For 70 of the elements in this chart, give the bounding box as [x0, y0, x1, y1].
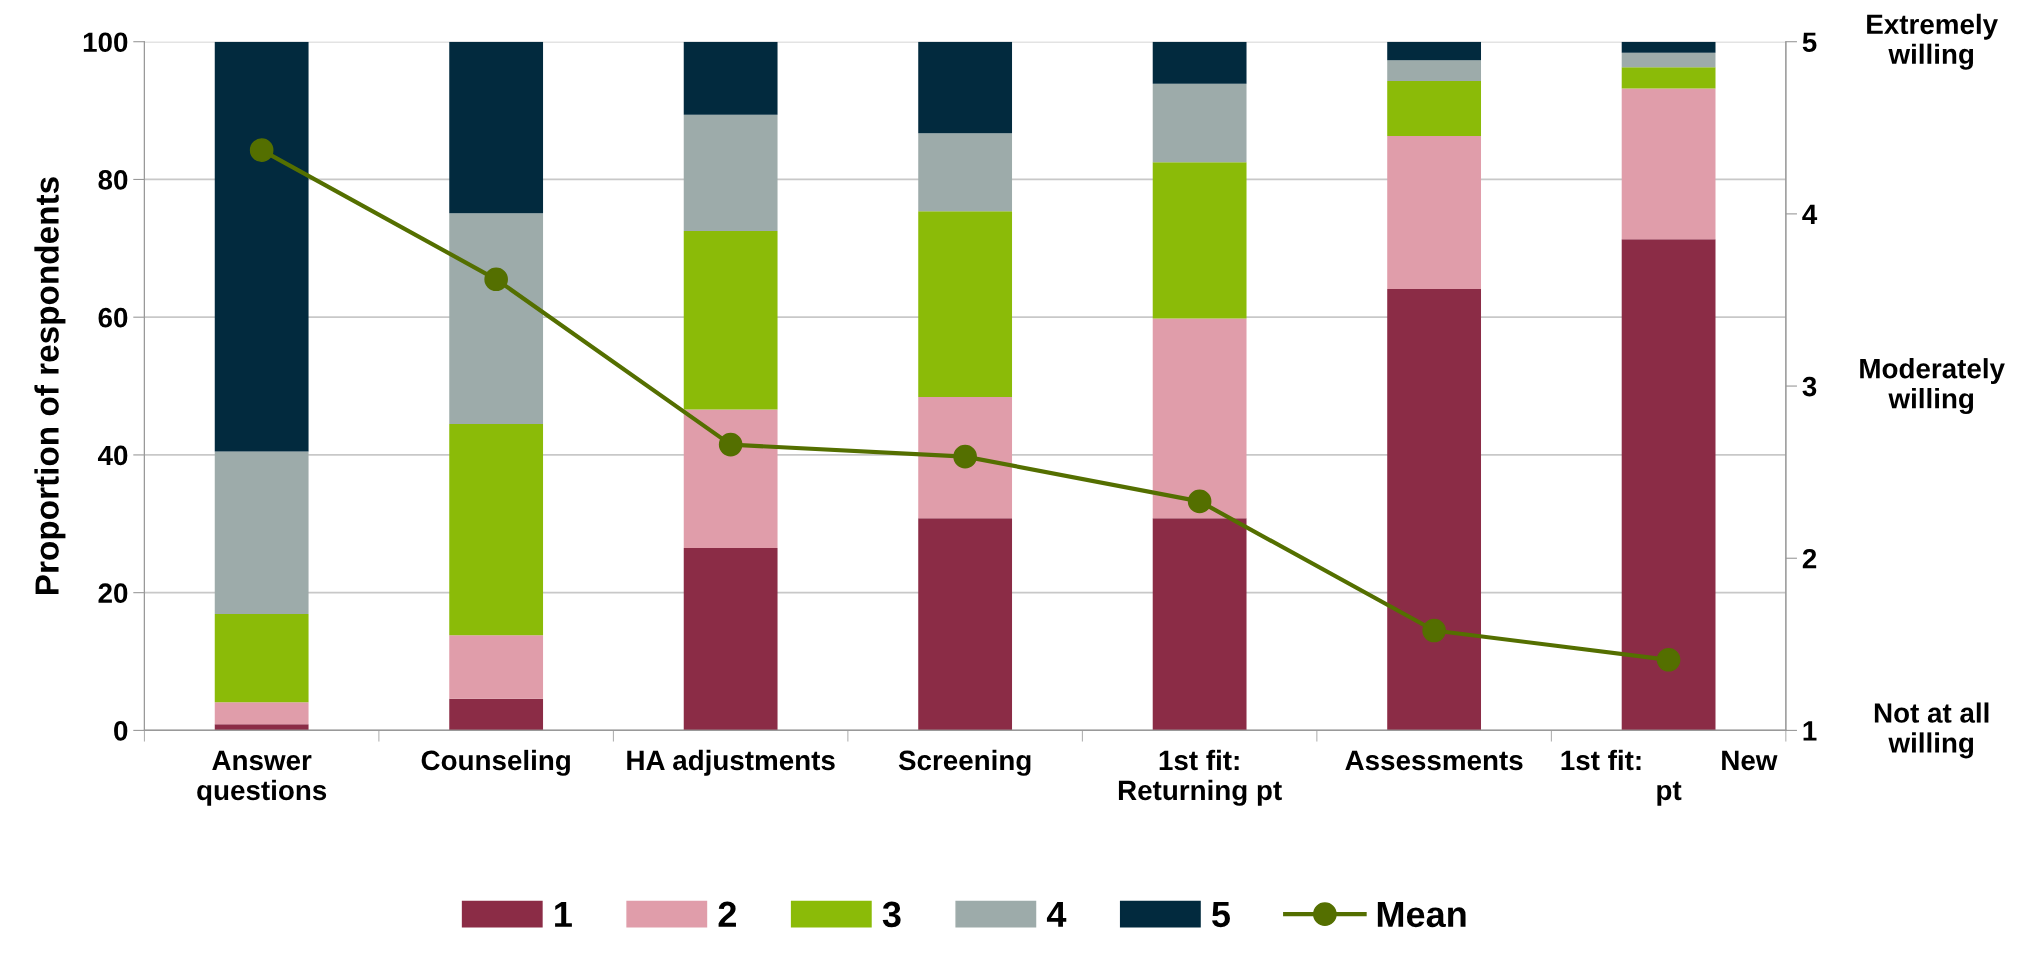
bar — [1152, 83, 1247, 163]
x-tick-label: HA adjustments — [627, 749, 835, 776]
y-tick-label: 40 — [97, 445, 128, 466]
y2-tick-label: 3 — [1802, 376, 1817, 397]
point — [484, 267, 508, 292]
legend-label: Mean — [1377, 901, 1466, 928]
bar — [1152, 162, 1247, 319]
bar — [449, 213, 544, 424]
bar — [449, 635, 544, 699]
x-tick-label: 1st fit: Returning pt — [1118, 749, 1282, 806]
point — [249, 138, 274, 162]
x-tick-label: Assessments — [1345, 750, 1523, 771]
bar — [683, 409, 778, 548]
bar — [1387, 60, 1482, 81]
bar — [449, 41, 544, 214]
text: Moderately willing — [1860, 358, 2005, 415]
legend-label: 2 — [718, 901, 736, 927]
bar — [1152, 518, 1247, 731]
point — [1656, 648, 1681, 672]
point — [718, 432, 743, 457]
bar — [1387, 41, 1482, 61]
bar — [918, 133, 1013, 212]
bar — [683, 41, 778, 115]
bar — [449, 698, 544, 731]
bar — [214, 702, 309, 725]
legend-label: 5 — [1212, 901, 1230, 928]
bar — [1152, 41, 1247, 84]
bar — [449, 423, 544, 636]
bar — [214, 41, 309, 452]
y-tick-label: 20 — [98, 583, 128, 604]
legend-label: 3 — [882, 901, 901, 928]
bar — [1621, 239, 1716, 731]
bar — [918, 397, 1013, 519]
y2-tick-label: 1 — [1803, 721, 1817, 741]
x-tick-label: Answer questions — [197, 750, 327, 806]
text: Extremely willing — [1867, 13, 1998, 70]
bar — [1621, 52, 1716, 68]
bar — [1152, 318, 1247, 519]
legend-label: 4 — [1046, 901, 1067, 927]
y2-tick-label: 4 — [1802, 204, 1818, 224]
bar — [1621, 41, 1716, 53]
x-tick-label: 1st fit: New pt — [1561, 749, 1778, 806]
bar — [214, 724, 309, 731]
x-tick-label: Counseling — [421, 749, 570, 776]
point — [1187, 489, 1212, 514]
x-tick-label: Screening — [898, 749, 1031, 776]
y-tick-label: 60 — [98, 307, 128, 328]
point — [1422, 618, 1446, 643]
y2-tick-label: 5 — [1802, 32, 1817, 53]
y-tick-label: 0 — [114, 721, 128, 741]
text: Not at all willing — [1874, 702, 1989, 759]
legend-label: 1 — [555, 901, 572, 927]
bar — [683, 114, 778, 232]
bar — [918, 41, 1013, 134]
bar — [1387, 80, 1482, 137]
y-tick-label: 100 — [83, 32, 128, 53]
bar — [918, 518, 1013, 731]
bar — [214, 451, 309, 615]
bar — [1621, 88, 1716, 240]
bar — [683, 231, 778, 410]
y2-tick-label: 2 — [1802, 548, 1817, 569]
y-axis-title: Proportion of respondents — [34, 177, 66, 594]
bar — [214, 614, 309, 703]
y-tick-label: 80 — [98, 170, 128, 190]
bar — [1387, 136, 1482, 289]
point — [953, 444, 977, 469]
bar — [683, 547, 778, 731]
bar — [918, 211, 1013, 398]
bar — [1387, 288, 1482, 731]
bar — [1621, 67, 1716, 89]
